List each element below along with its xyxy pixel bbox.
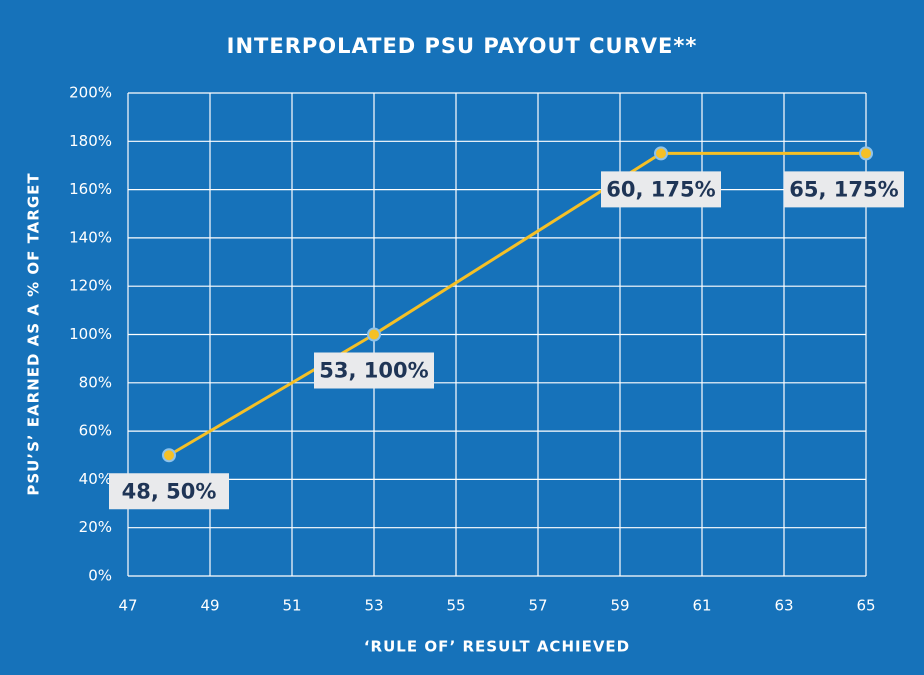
y-tick-label: 20% [79, 518, 112, 536]
x-tick-label: 65 [856, 597, 875, 615]
x-axis-label: ‘RULE OF’ RESULT ACHIEVED [364, 638, 630, 656]
value-label: 65, 175% [789, 177, 898, 201]
y-tick-label: 0% [88, 567, 112, 585]
x-tick-label: 63 [774, 597, 793, 615]
value-label-box [109, 473, 229, 510]
x-tick-label: 61 [692, 597, 711, 615]
y-tick-label: 120% [69, 277, 112, 295]
x-tick-label: 59 [610, 597, 629, 615]
y-tick-label: 160% [69, 180, 112, 198]
value-label-box [784, 171, 904, 208]
x-tick-label: 51 [282, 597, 301, 615]
value-label: 53, 100% [319, 359, 428, 383]
y-axis-label: PSU’S’ EARNED AS A % OF TARGET [25, 172, 43, 495]
x-tick-label: 49 [200, 597, 219, 615]
x-tick-label: 55 [446, 597, 465, 615]
y-tick-label: 100% [69, 325, 112, 343]
y-tick-label: 200% [69, 84, 112, 102]
x-tick-label: 53 [364, 597, 383, 615]
line [168, 151, 866, 457]
value-label-box [601, 171, 721, 208]
value-label: 48, 50% [122, 479, 217, 503]
x-tick-label: 47 [118, 597, 137, 615]
y-tick-label: 140% [69, 228, 112, 246]
marker [367, 327, 381, 342]
value-label-box [314, 352, 434, 389]
y-tick-label: 80% [79, 373, 112, 391]
chart-title: INTERPOLATED PSU PAYOUT CURVE** [227, 34, 698, 58]
y-tick-label: 180% [69, 132, 112, 150]
y-tick-label: 40% [79, 470, 112, 488]
value-label: 60, 175% [606, 177, 715, 201]
marker [162, 448, 176, 463]
y-tick-label: 60% [79, 422, 112, 440]
x-tick-label: 57 [528, 597, 547, 615]
marker [859, 146, 873, 161]
marker [654, 146, 668, 161]
